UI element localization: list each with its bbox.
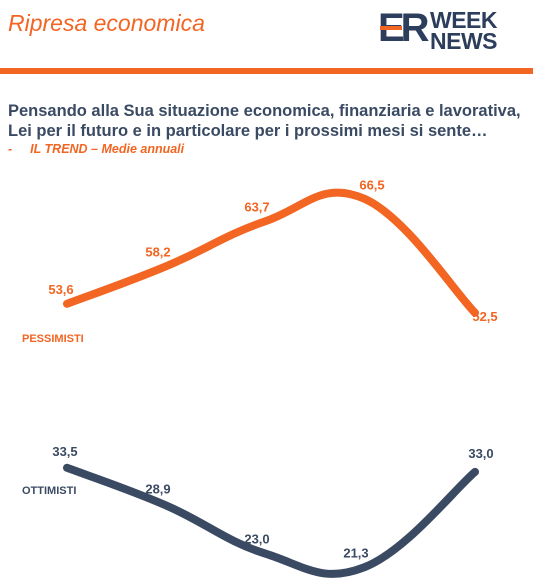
pessimisti-line bbox=[63, 188, 479, 317]
ottimisti-data-label: 23,0 bbox=[244, 532, 269, 547]
ottimisti-series-label: OTTIMISTI bbox=[22, 485, 76, 497]
subtitle-dash: - bbox=[8, 142, 13, 156]
pessimisti-data-label: 63,7 bbox=[244, 199, 269, 214]
logo-line-2: NEWS bbox=[430, 28, 498, 54]
survey-question: Pensando alla Sua situazione economica, … bbox=[8, 102, 521, 140]
header-divider bbox=[0, 68, 533, 74]
ottimisti-data-label: 28,9 bbox=[145, 481, 170, 496]
pessimisti-series-label: PESSIMISTI bbox=[22, 333, 84, 345]
ottimisti-data-label: 21,3 bbox=[343, 545, 368, 560]
pessimisti-data-label: 52,5 bbox=[472, 309, 497, 324]
logo-accent-bar bbox=[380, 26, 402, 30]
pessimisti-data-label: 66,5 bbox=[359, 178, 384, 193]
subtitle-text: IL TREND – Medie annuali bbox=[30, 142, 185, 156]
ottimisti-line bbox=[63, 463, 479, 578]
weeknews-logo: ER WEEK NEWS bbox=[378, 6, 528, 54]
ottimisti-data-label: 33,0 bbox=[468, 446, 493, 461]
pessimisti-data-label: 53,6 bbox=[48, 282, 73, 297]
pessimisti-data-label: 58,2 bbox=[145, 244, 170, 259]
chart-subtitle: - IL TREND – Medie annuali bbox=[8, 142, 184, 156]
ottimisti-data-label: 33,5 bbox=[52, 444, 77, 459]
logo-line-1: WEEK bbox=[430, 7, 498, 33]
page-title: Ripresa economica bbox=[8, 10, 205, 36]
